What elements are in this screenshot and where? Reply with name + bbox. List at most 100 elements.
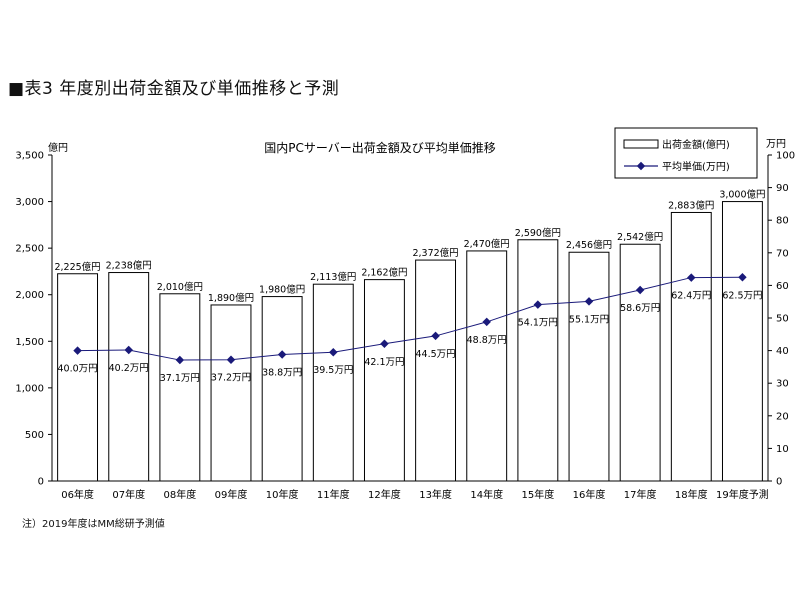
line-value-label: 37.1万円 [160,373,200,384]
y2-tick-label: 70 [776,248,789,259]
chart-title: 国内PCサーバー出荷金額及び平均単価推移 [264,140,496,155]
y2-tick-label: 10 [776,444,789,455]
bar [108,272,150,482]
bar [466,250,508,482]
bar-value-label: 2,238億円 [106,260,152,272]
y2-axis-ticks: 0 10 20 30 40 50 60 70 80 90 100 [768,151,795,488]
line-point [635,285,645,295]
bar [159,293,201,482]
x-tick-label: 09年度 [215,488,248,501]
bar-value-label: 2,372億円 [412,247,458,259]
x-tick-label: 19年度予測 [716,488,769,501]
bar-value-label: 1,890億円 [208,292,254,304]
x-tick-label: 15年度 [521,488,554,501]
line-value-label: 37.2万円 [211,373,251,384]
line-point [584,297,594,306]
x-axis-labels: 06年度 07年度 08年度 09年度 10年度 11年度 12年度 13年度 14年度 15年度… [61,488,769,501]
line-point [124,345,133,355]
x-tick-label: 11年度 [317,488,350,501]
bar-value-label: 2,470億円 [464,238,510,250]
legend-line-label: 平均単価(万円) [662,160,730,173]
line-value-label: 58.6万円 [620,303,660,314]
bar [57,273,99,482]
bar [721,201,763,482]
line-value-label: 62.5万円 [722,290,762,301]
x-tick-label: 13年度 [419,488,452,501]
y2-tick-label: 40 [776,346,789,357]
line-point [431,331,440,341]
line-value-label: 55.1万円 [569,314,609,325]
y2-tick-label: 60 [776,281,789,292]
y-tick-label: 0 [38,477,44,488]
bar [261,296,303,482]
y-tick-label: 3,500 [15,151,44,162]
bar-series: 2,225億円 2,238億円 2,010億円 1,890億円 1,980億円 2,113… [54,189,766,482]
x-tick-label: 07年度 [112,488,145,501]
line-point [329,347,338,357]
bar [517,239,559,482]
y-tick-label: 2,000 [15,290,44,301]
x-tick-label: 17年度 [624,488,657,501]
x-tick-label: 14年度 [470,488,503,501]
y-tick-label: 1,000 [15,383,44,394]
bar-value-label: 2,590億円 [515,227,561,239]
line-value-label: 42.1万円 [364,357,404,368]
bar [363,279,405,482]
line-point [482,317,491,327]
line-value-label: 40.2万円 [109,363,149,374]
line-series: 40.0万円 40.2万円 37.1万円 37.2万円 38.8万円 39.5万円 42.1… [57,273,763,384]
bar-value-label: 2,456億円 [566,239,612,251]
y-tick-label: 1,500 [15,337,44,348]
bar [568,251,610,482]
y2-tick-label: 100 [776,151,795,162]
x-tick-label: 06年度 [61,488,94,501]
y2-tick-label: 0 [776,477,782,488]
y-tick-label: 500 [25,430,44,441]
line-point [738,273,747,282]
line-point [687,273,696,282]
x-tick-label: 08年度 [163,488,196,501]
footnote: 注）2019年度はMM総研予測値 [22,519,165,530]
bar [210,304,252,482]
line-value-label: 39.5万円 [313,365,353,376]
line-value-label: 38.8万円 [262,368,302,379]
line-point [277,350,287,359]
line-point [226,355,236,364]
bar-value-label: 3,000億円 [719,189,765,201]
x-tick-label: 18年度 [675,488,708,501]
y2-axis-label: 万円 [766,139,786,150]
line-point [73,346,82,355]
legend-bar-label: 出荷金額(億円) [662,138,730,151]
line-point [533,300,543,309]
line-point [175,355,185,365]
bar [619,243,661,482]
x-tick-label: 12年度 [368,488,401,501]
page-title: ■表3 年度別出荷金額及び単価推移と予測 [8,79,340,99]
legend-box [614,127,758,179]
y-axis-label: 億円 [48,141,68,154]
line-value-label: 44.5万円 [415,349,455,360]
bar-value-label: 2,113億円 [310,271,356,283]
line-point [380,339,389,348]
y2-tick-label: 50 [776,314,789,325]
bar-value-label: 2,225億円 [54,261,100,273]
line-path [77,276,743,361]
x-tick-label: 10年度 [266,488,299,501]
bar-value-label: 2,883億円 [668,199,714,211]
y-tick-label: 2,500 [15,244,44,255]
y2-tick-label: 80 [776,216,789,227]
bar [670,211,712,482]
bar-value-label: 2,542億円 [617,231,663,243]
y-tick-label: 3,000 [15,197,44,208]
y2-tick-label: 20 [776,411,789,422]
y2-tick-label: 30 [776,379,789,390]
bar-value-label: 2,162億円 [361,267,407,279]
bar-value-label: 1,980億円 [259,284,305,296]
y2-tick-label: 90 [776,183,789,194]
legend: 出荷金額(億円) 平均単価(万円) [614,127,758,179]
bar [312,283,354,482]
bar-value-label: 2,010億円 [157,281,203,293]
y-axis-ticks: 0 500 1,000 1,500 2,000 2,500 3,000 3,500 [15,151,52,488]
bar [415,259,457,482]
